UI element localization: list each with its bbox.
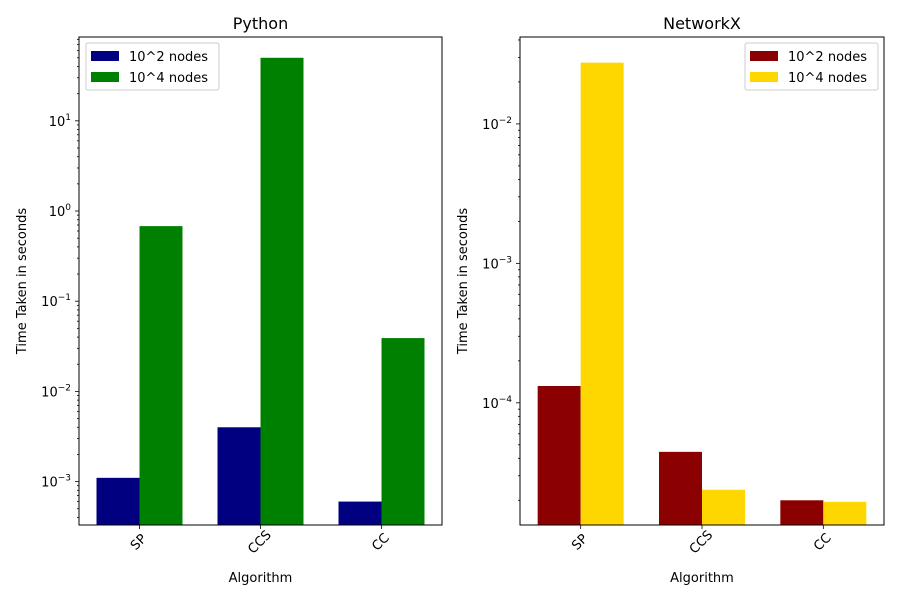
- python-panel: Python Algorithm Time Taken in seconds 1…: [15, 14, 443, 586]
- legend-swatch: [750, 72, 778, 82]
- y-axis-label: Time Taken in seconds: [15, 208, 30, 355]
- legend-swatch: [750, 51, 778, 61]
- bar-cc-series-1: [823, 501, 867, 525]
- y-tick-label: 10−3: [482, 255, 512, 272]
- bar-cc-series-1: [381, 338, 425, 525]
- legend-box: [744, 42, 879, 91]
- bar-sp-series-0: [537, 386, 581, 525]
- axes-frame: [519, 36, 885, 526]
- legend: 10^2 nodes 10^4 nodes: [85, 42, 220, 91]
- x-axis-label: Algorithm: [229, 571, 293, 586]
- x-axis-label: Algorithm: [670, 571, 734, 586]
- legend-box: [85, 42, 220, 91]
- axes-frame: [78, 36, 443, 526]
- legend-label: 10^2 nodes: [129, 50, 208, 65]
- bar-cc-series-0: [338, 501, 382, 525]
- y-tick-label: 10−3: [41, 474, 71, 491]
- panel-title: Python: [233, 14, 288, 33]
- bar-cc-series-0: [780, 500, 824, 525]
- bar-sp-series-0: [96, 477, 140, 525]
- legend-label: 10^2 nodes: [788, 50, 867, 65]
- panel-title: NetworkX: [663, 14, 741, 33]
- bar-ccs-series-1: [260, 57, 304, 525]
- y-tick-label: 10−2: [482, 116, 512, 133]
- legend-swatch: [91, 51, 119, 61]
- y-tick-label: 100: [49, 203, 72, 220]
- y-tick-label: 10−4: [482, 395, 512, 412]
- bar-sp-series-1: [139, 226, 183, 525]
- legend-label: 10^4 nodes: [129, 71, 208, 86]
- networkx-panel: NetworkX Algorithm Time Taken in seconds…: [456, 14, 885, 586]
- bar-ccs-series-0: [217, 427, 261, 525]
- y-tick-label: 101: [49, 113, 71, 130]
- legend-swatch: [91, 72, 119, 82]
- y-tick-label: 10−2: [41, 383, 71, 400]
- bar-sp-series-1: [580, 62, 624, 525]
- y-tick-label: 10−1: [41, 293, 71, 310]
- bar-ccs-series-1: [702, 489, 745, 525]
- legend-label: 10^4 nodes: [788, 71, 867, 86]
- y-axis-label: Time Taken in seconds: [456, 208, 471, 355]
- legend: 10^2 nodes 10^4 nodes: [744, 42, 879, 91]
- bar-ccs-series-0: [659, 451, 702, 525]
